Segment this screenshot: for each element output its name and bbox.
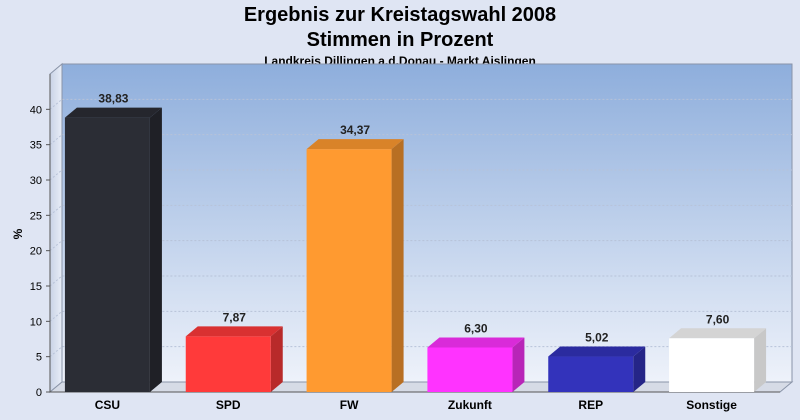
chart-title-line-2: Stimmen in Prozent	[306, 29, 494, 51]
bar-front	[64, 117, 150, 393]
bar-top	[548, 346, 646, 357]
bar-side	[754, 328, 767, 392]
chart-title: Ergebnis zur Kreistagswahl 2008	[243, 4, 557, 26]
gridline	[49, 275, 792, 287]
bar-side	[149, 107, 162, 393]
bar-zukunft	[427, 337, 525, 392]
value-label: 38,83	[98, 92, 128, 106]
plot-left-wall	[49, 62, 63, 394]
y-axis-label: %	[11, 228, 25, 239]
bar-front	[185, 336, 271, 392]
y-tick-label: 40	[30, 104, 42, 116]
x-tick-label: CSU	[95, 398, 120, 412]
value-label: 34,37	[340, 123, 370, 137]
bar-top	[427, 337, 525, 348]
x-tick-label: REP	[578, 398, 603, 412]
gridline	[49, 169, 792, 181]
bar-csu	[64, 107, 162, 393]
bar-side	[391, 139, 404, 392]
bar-fw	[306, 139, 404, 392]
bar-front	[548, 356, 634, 392]
y-tick-label: 30	[30, 175, 42, 187]
bar-side	[512, 337, 525, 392]
bar-top	[669, 328, 767, 339]
bar-top	[185, 326, 283, 337]
x-tick-label: SPD	[216, 398, 241, 412]
gridline	[49, 134, 792, 146]
x-tick-label: Zukunft	[448, 398, 492, 412]
bar-top	[306, 139, 404, 150]
bar-spd	[185, 326, 283, 392]
y-tick-label: 25	[30, 210, 42, 222]
y-tick-label: 5	[36, 352, 42, 364]
x-tick-label: FW	[340, 398, 359, 412]
gridline	[49, 310, 792, 322]
bar-sonstige	[669, 328, 767, 392]
y-tick-label: 0	[36, 387, 42, 399]
gridline	[49, 98, 792, 110]
plot-back-wall	[61, 63, 793, 383]
x-tick-label: Sonstige	[686, 398, 737, 412]
bar-front	[427, 347, 513, 392]
bar-front	[306, 149, 392, 392]
y-tick-label: 20	[30, 246, 42, 258]
bar-side	[633, 346, 646, 392]
value-label: 5,02	[585, 331, 609, 345]
y-tick-label: 15	[30, 281, 42, 293]
gridline	[49, 240, 792, 252]
gridline	[49, 346, 792, 358]
bar-front	[669, 338, 755, 392]
y-tick-label: 35	[30, 140, 42, 152]
bar-rep	[548, 346, 646, 392]
bar-top	[64, 107, 162, 118]
bar-side	[270, 326, 283, 392]
value-label: 6,30	[464, 321, 488, 335]
y-tick-label: 10	[30, 316, 42, 328]
gridline	[49, 204, 792, 216]
value-label: 7,87	[223, 310, 247, 324]
value-label: 7,60	[706, 312, 730, 326]
